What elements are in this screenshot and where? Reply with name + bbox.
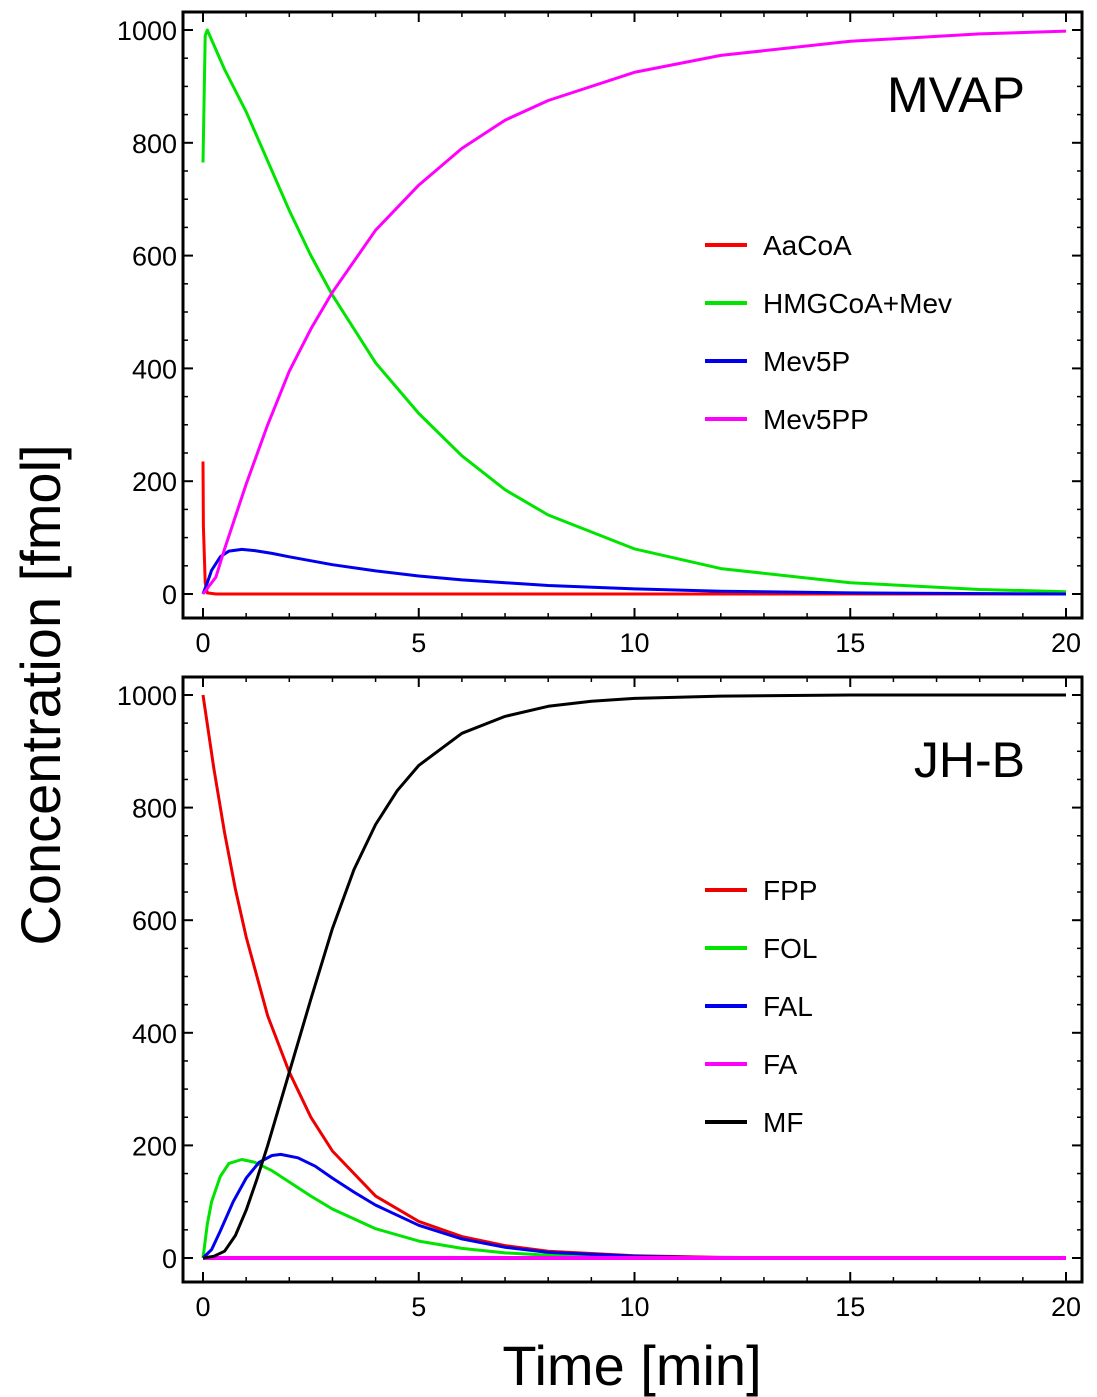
x-tick-label: 20 [1051, 1292, 1081, 1322]
series-line-fol [201, 1158, 1066, 1260]
legend-label: Mev5PP [763, 404, 869, 435]
legend-label: Mev5P [763, 346, 850, 377]
legend-label: FPP [763, 875, 817, 906]
y-tick-label: 600 [132, 906, 177, 936]
y-tick-label: 800 [132, 129, 177, 159]
x-tick-label: 10 [619, 628, 649, 658]
chart-panel-2: 0 5 10 15 2002004006008001000JH-BFPPFOLFALFA… [117, 675, 1084, 1322]
panel-title: JH-B [914, 732, 1025, 788]
x-tick-label: 5 [411, 1292, 426, 1322]
y-tick-label: 400 [132, 1019, 177, 1049]
y-tick-label: 0 [162, 1244, 177, 1274]
x-tick-label: 15 [835, 1292, 865, 1322]
series-line-hmgcoa-mev [201, 28, 1067, 594]
y-tick-label: 0 [162, 580, 177, 610]
series-line-mev5pp [201, 29, 1067, 595]
y-tick-label: 600 [132, 242, 177, 272]
legend-label: FOL [763, 933, 817, 964]
y-tick-label: 400 [132, 354, 177, 384]
plot-frame [181, 10, 1084, 620]
y-tick-label: 800 [132, 794, 177, 824]
series-line-aacoa [201, 461, 1066, 596]
y-tick-label: 200 [132, 467, 177, 497]
y-tick-label: 1000 [117, 16, 177, 46]
legend-label: MF [763, 1107, 803, 1138]
series-line-mev5p [201, 547, 1067, 596]
series-line-fal [201, 1152, 1066, 1260]
panel-title: MVAP [887, 67, 1025, 123]
legend-label: HMGCoA+Mev [763, 288, 952, 319]
y-tick-label: 200 [132, 1131, 177, 1161]
legend-label: AaCoA [763, 230, 852, 261]
series-line-mf [202, 693, 1066, 1260]
y-axis-title: Concentration [fmol] [9, 444, 72, 945]
x-tick-label: 0 [195, 628, 210, 658]
chart-panel-1: 0 5 10 15 2002004006008001000MVAPAaCoAHMGCoA… [117, 10, 1084, 658]
x-tick-label: 5 [411, 628, 426, 658]
y-tick-label: 1000 [117, 681, 177, 711]
legend-label: FAL [763, 991, 813, 1022]
x-tick-label: 15 [835, 628, 865, 658]
plot-frame [181, 675, 1084, 1284]
x-tick-label: 10 [619, 1292, 649, 1322]
legend-label: FA [763, 1049, 798, 1080]
x-axis-title: Time [min] [502, 1334, 761, 1397]
x-tick-label: 20 [1051, 628, 1081, 658]
x-tick-label: 0 [195, 1292, 210, 1322]
